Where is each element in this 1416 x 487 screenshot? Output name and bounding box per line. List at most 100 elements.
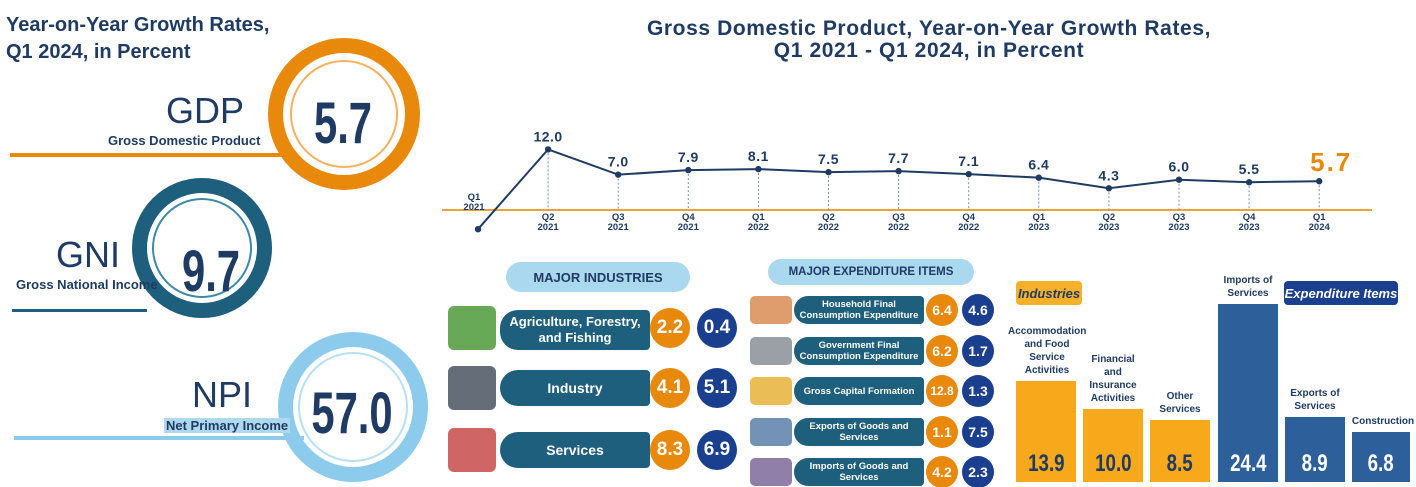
factory-icon	[448, 366, 496, 410]
x-tick-label: Q3	[612, 212, 625, 223]
expenditure-label: Gross Capital Formation	[794, 377, 924, 405]
expenditure-growth-bar: 8.9	[1285, 417, 1345, 482]
data-point	[1175, 176, 1183, 183]
expenditure-label: Government Final Consumption Expenditure	[794, 337, 924, 365]
bar-value-label: 24.4	[1229, 450, 1267, 477]
x-tick-label: 2021	[463, 202, 485, 213]
major-industries-header: MAJOR INDUSTRIES	[506, 262, 690, 292]
industry-growth-bar: 10.0	[1083, 409, 1143, 482]
x-tick-label: Q2	[1103, 212, 1116, 223]
data-point	[755, 165, 762, 173]
bar-category-label: Financial and Insurance Activities	[1089, 354, 1137, 404]
gni-inner-ring	[152, 198, 252, 298]
data-point	[1035, 174, 1042, 181]
x-tick-label: 2021	[538, 222, 560, 233]
gdp-inner-ring	[290, 60, 398, 168]
data-point	[895, 167, 902, 175]
industries-tag: Industries	[1016, 281, 1082, 305]
excavator-icon	[750, 377, 792, 405]
major-expenditure-header: MAJOR EXPENDITURE ITEMS	[768, 259, 974, 285]
x-tick-label: Q1	[1032, 212, 1045, 223]
gni-value: 9.7	[181, 239, 241, 304]
npi-abbr: NPI	[192, 374, 253, 415]
industry-value-q1-2024: 2.2	[650, 308, 690, 348]
bar-category-label: Imports of Services	[1223, 275, 1273, 299]
npi-connector-line	[14, 436, 304, 440]
data-label: 5.5	[1239, 161, 1260, 177]
x-tick-label: Q4	[962, 212, 975, 223]
left-title-line1: Year-on-Year Growth Rates,	[6, 14, 270, 36]
x-tick-label: Q3	[892, 212, 905, 223]
expenditure-value-secondary: 4.6	[962, 294, 994, 326]
expenditure-label: Exports of Goods and Services	[794, 418, 924, 446]
expenditure-value-primary: 12.8	[926, 375, 958, 407]
gdp-line-chart: Q1202112.0Q220217.0Q320217.9Q420218.1Q12…	[442, 128, 1372, 233]
left-panel-title: Year-on-Year Growth Rates, Q1 2024, in P…	[6, 12, 306, 66]
data-label: 7.1	[958, 153, 979, 169]
x-tick-label: Q1	[1313, 212, 1326, 223]
expenditure-label: Household Final Consumption Expenditure	[794, 296, 924, 324]
chart-title-line1: Gross Domestic Product, Year-on-Year Gro…	[646, 17, 1212, 40]
x-tick-label: 2023	[1168, 222, 1189, 233]
x-tick-label: Q1	[468, 192, 481, 203]
gni-connector-line	[12, 309, 147, 312]
expenditure-value-primary: 6.4	[926, 294, 958, 326]
x-tick-label: Q4	[1243, 212, 1256, 223]
data-label: 6.0	[1169, 159, 1190, 175]
expenditure-value-secondary: 1.3	[962, 375, 994, 407]
npi-inner-ring	[298, 352, 408, 462]
industry-value-secondary: 5.1	[697, 368, 737, 408]
data-point	[1105, 185, 1113, 192]
bar-value-label: 10.0	[1094, 450, 1132, 477]
data-label: 7.5	[818, 151, 839, 167]
expenditure-value-primary: 6.2	[926, 335, 958, 367]
data-point	[965, 170, 972, 178]
gdp-value: 5.7	[313, 91, 373, 156]
data-label: 12.0	[533, 128, 562, 144]
chart-title: Gross Domestic Product, Year-on-Year Gro…	[442, 18, 1416, 62]
industry-value-secondary: 0.4	[697, 308, 737, 348]
x-tick-label: Q2	[822, 212, 835, 223]
x-tick-label: 2023	[1098, 222, 1119, 233]
data-label: 6.4	[1028, 157, 1049, 173]
data-point	[1316, 178, 1323, 185]
x-tick-label: 2022	[958, 222, 979, 233]
expenditure-value-primary: 4.2	[926, 456, 958, 487]
building-icon	[448, 428, 496, 472]
x-tick-label: 2022	[888, 222, 909, 233]
bar-category-label: Construction	[1351, 416, 1415, 427]
expenditure-growth-bar: 6.8	[1352, 432, 1410, 482]
gdp-abbr: GDP	[166, 90, 245, 131]
left-title-line2: Q1 2024, in Percent	[6, 41, 191, 63]
container-ship-icon	[750, 458, 792, 486]
x-tick-label: 2023	[1239, 222, 1260, 233]
data-label: 7.0	[608, 154, 629, 170]
industry-label: Services	[500, 432, 650, 468]
data-label: 4.3	[1098, 167, 1119, 183]
data-point	[615, 171, 622, 178]
expenditure-value-secondary: 1.7	[962, 335, 994, 367]
gni-abbr: GNI	[56, 234, 121, 275]
industry-label: Agriculture, Forestry, and Fishing	[500, 310, 650, 350]
expenditure-value-secondary: 2.3	[962, 456, 994, 487]
x-tick-label: Q2	[542, 212, 555, 223]
x-tick-label: 2022	[818, 222, 839, 233]
bar-category-label: Accommodation and Food Service Activitie…	[1008, 326, 1087, 376]
industry-value-secondary: 6.9	[697, 430, 737, 470]
agriculture-icon	[448, 306, 496, 350]
top-bars-chart: 13.9 Accommodation and Food Service Activ…	[1008, 250, 1416, 482]
data-point	[825, 168, 832, 176]
industry-value-q1-2024: 8.3	[650, 430, 690, 470]
x-tick-label: Q1	[752, 212, 765, 223]
x-tick-label: 2022	[748, 222, 769, 233]
bar-value-label: 8.9	[1301, 450, 1329, 477]
npi-value: 57.0	[311, 381, 393, 446]
data-label: 7.9	[678, 149, 699, 165]
expenditure-label: Imports of Goods and Services	[794, 458, 924, 486]
government-building-icon	[750, 337, 792, 365]
house-icon	[750, 296, 792, 324]
gdp-connector-line	[10, 153, 290, 157]
gdp-full-name: Gross Domestic Product	[108, 133, 261, 148]
expenditure-value-primary: 1.1	[926, 416, 958, 448]
data-point	[544, 146, 552, 153]
